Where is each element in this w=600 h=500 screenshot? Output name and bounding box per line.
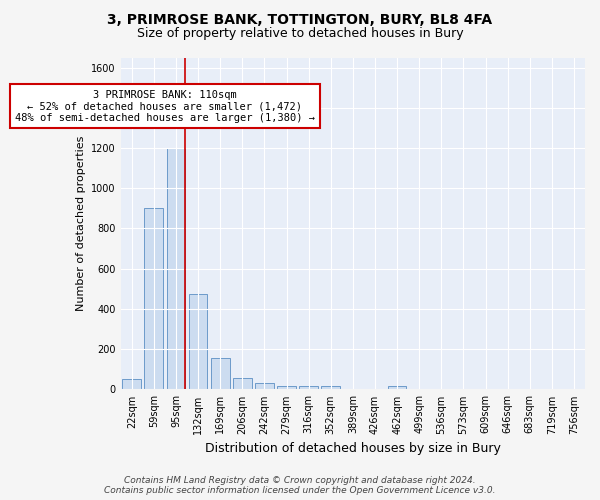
Text: 3, PRIMROSE BANK, TOTTINGTON, BURY, BL8 4FA: 3, PRIMROSE BANK, TOTTINGTON, BURY, BL8 … (107, 12, 493, 26)
Bar (122, 380, 141, 390)
Bar (167, 148, 185, 390)
Text: Contains HM Land Registry data © Crown copyright and database right 2024.
Contai: Contains HM Land Registry data © Crown c… (104, 476, 496, 495)
Bar (233, 378, 252, 390)
Bar (299, 386, 318, 390)
Bar (277, 386, 296, 390)
Bar (322, 386, 340, 390)
Bar (255, 384, 274, 390)
Bar (188, 294, 208, 390)
Y-axis label: Number of detached properties: Number of detached properties (76, 136, 86, 311)
Bar (388, 386, 406, 390)
Bar (211, 358, 230, 390)
X-axis label: Distribution of detached houses by size in Bury: Distribution of detached houses by size … (205, 442, 501, 455)
Text: Size of property relative to detached houses in Bury: Size of property relative to detached ho… (137, 28, 463, 40)
Bar (145, 208, 163, 390)
Text: 3 PRIMROSE BANK: 110sqm
← 52% of detached houses are smaller (1,472)
48% of semi: 3 PRIMROSE BANK: 110sqm ← 52% of detache… (15, 90, 315, 123)
